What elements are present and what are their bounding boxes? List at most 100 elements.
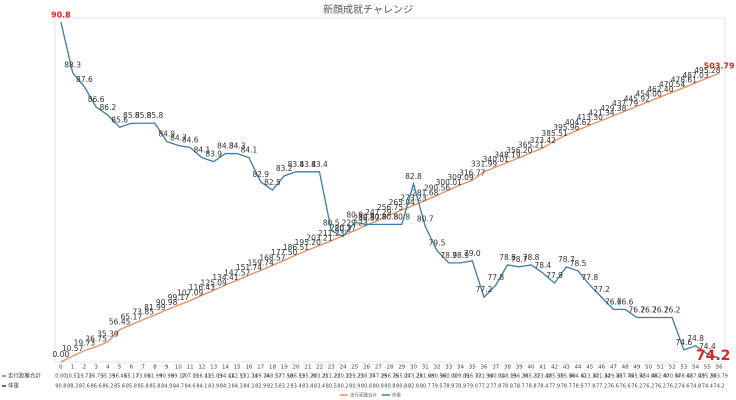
data-label: 331.99 [471, 160, 497, 169]
data-label: 134.41 [212, 273, 238, 282]
data-label: 35.39 [97, 330, 119, 339]
x-tick-label: 36 [481, 365, 488, 371]
data-label: 19.73 [74, 339, 96, 348]
data-label: 85.8 [135, 111, 152, 120]
table-cell: 79.5 [431, 384, 442, 390]
data-label: 74.2 [696, 348, 731, 364]
table-cell: 82.9 [255, 384, 266, 390]
table-cell: 80.7 [420, 384, 431, 390]
data-label: 151.74 [236, 263, 262, 272]
table-cell: 142.57 [228, 374, 246, 380]
table-cell: 81.99 [148, 374, 162, 380]
table-cell: 462.40 [652, 374, 670, 380]
legend-label: 走行距離合計 [350, 392, 377, 399]
x-tick-label: 19 [281, 365, 288, 371]
data-label: 87.6 [76, 75, 93, 84]
x-tick-label: 4 [106, 365, 110, 371]
data-label: 186.51 [283, 243, 309, 252]
data-label: 462.40 [647, 85, 673, 94]
data-label: 195.20 [295, 238, 321, 247]
table-cell: 77.2 [596, 384, 607, 390]
table-cell: 78.8 [502, 384, 513, 390]
x-tick-label: 34 [457, 365, 464, 371]
table-cell: 80.8 [396, 384, 407, 390]
table-cell: 77.9 [549, 384, 560, 390]
table-cell: 265.04 [393, 374, 411, 380]
table-cell: 281.68 [417, 374, 435, 380]
data-label: 78.8 [523, 253, 540, 262]
chart-title: 新顔成就チャレンジ [323, 3, 413, 16]
table-cell: 84.1 [196, 384, 207, 390]
data-label: 281.68 [412, 189, 438, 198]
x-tick-label: 43 [563, 365, 570, 371]
table-cell: 19.73 [77, 374, 91, 380]
data-label: 79.5 [429, 239, 446, 248]
data-label: 76.6 [617, 297, 634, 306]
table-cell: 125.09 [205, 374, 223, 380]
table-cell: 84.7 [173, 384, 184, 390]
table-cell: 309.09 [452, 374, 470, 380]
x-tick-label: 55 [704, 365, 711, 371]
table-cell: 10.57 [65, 374, 79, 380]
x-tick-label: 15 [234, 365, 241, 371]
x-tick-label: 9 [165, 365, 169, 371]
table-cell: 454.00 [640, 374, 658, 380]
table-cell: 80.8 [373, 384, 384, 390]
data-label: 84.3 [229, 142, 246, 151]
data-label: 80.8 [382, 212, 399, 221]
table-cell: 84.3 [220, 384, 231, 390]
x-tick-label: 6 [130, 365, 134, 371]
table-cell: 83.4 [314, 384, 325, 390]
table-cell: 86.2 [102, 384, 113, 390]
data-label: 0.00 [53, 350, 70, 359]
data-label: 177.50 [271, 248, 297, 257]
table-cell: 79.0 [467, 384, 478, 390]
data-label: 84.3 [217, 142, 234, 151]
data-label: 76.2 [640, 305, 657, 314]
x-tick-label: 14 [222, 365, 229, 371]
table-cell: 168.57 [264, 374, 282, 380]
data-label: 74.4 [699, 342, 716, 351]
table-cell: 404.62 [569, 374, 587, 380]
table-cell: 316.77 [464, 374, 482, 380]
table-cell: 80.8 [384, 384, 395, 390]
data-label: 300.01 [436, 178, 462, 187]
x-tick-label: 3 [94, 365, 98, 371]
table-cell: 429.38 [605, 374, 623, 380]
data-label: 470.54 [659, 80, 685, 89]
x-tick-label: 12 [198, 365, 205, 371]
x-tick-label: 50 [645, 365, 652, 371]
table-cell: 395.96 [558, 374, 576, 380]
table-cell: 84.1 [243, 384, 254, 390]
data-label: 395.96 [553, 123, 579, 132]
table-cell: 83.4 [290, 384, 301, 390]
table-cell: 134.41 [217, 374, 235, 380]
table-cell: 76.2 [655, 384, 666, 390]
legend-label: 体重 [392, 392, 401, 399]
data-label: 85.8 [123, 111, 140, 120]
table-cell: 88.3 [67, 384, 78, 390]
table-cell: 90.8 [55, 384, 66, 390]
table-cell: 76.6 [608, 384, 619, 390]
data-label: 86.2 [100, 103, 117, 112]
table-cell: 84.9 [161, 384, 172, 390]
data-label: 77.8 [581, 273, 598, 282]
data-label: 80.2 [335, 225, 352, 234]
table-cell: 84.3 [232, 384, 243, 390]
x-tick-label: 5 [118, 365, 122, 371]
x-tick-label: 51 [657, 365, 664, 371]
data-label: 503.79 [704, 62, 735, 71]
x-tick-label: 33 [445, 365, 452, 371]
series-line [60, 72, 720, 363]
x-tick-label: 21 [304, 365, 311, 371]
table-cell: 151.74 [240, 374, 258, 380]
data-label: 85.6 [111, 115, 128, 124]
data-label: 26.75 [85, 335, 107, 344]
x-tick-label: 45 [586, 365, 593, 371]
data-label: 421.34 [588, 108, 614, 117]
table-cell: 78.7 [561, 384, 572, 390]
table-cell: 413.30 [581, 374, 599, 380]
data-label: 85.8 [147, 111, 164, 120]
table-cell: 331.99 [475, 374, 493, 380]
